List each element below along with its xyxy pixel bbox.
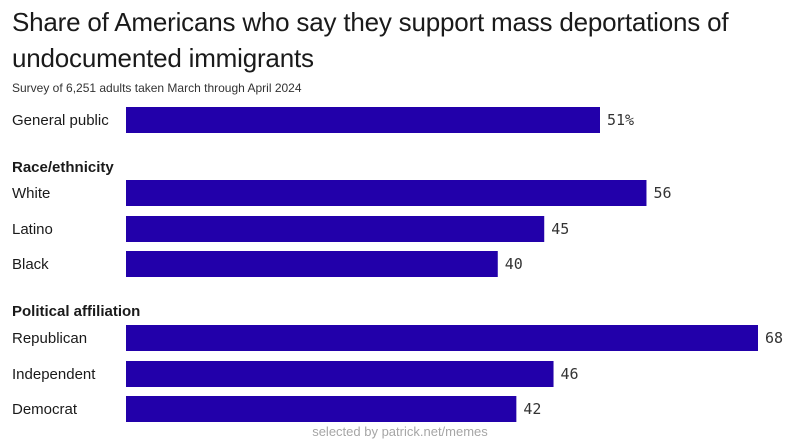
- chart-title: Share of Americans who say they support …: [12, 7, 729, 73]
- bar-white: [126, 180, 647, 206]
- category-label-republican: Republican: [12, 330, 87, 347]
- category-label-latino: Latino: [12, 221, 53, 238]
- category-label-general-public: General public: [12, 112, 109, 129]
- bar-independent: [126, 361, 554, 387]
- bar-democrat: [126, 396, 517, 422]
- bar-republican: [126, 325, 758, 351]
- watermark-footer: selected by patrick.net/memes: [312, 424, 488, 439]
- category-label-democrat: Democrat: [12, 401, 78, 418]
- value-label-black: 40: [505, 255, 523, 273]
- bar-general-public: [126, 107, 600, 133]
- value-label-democrat: 42: [523, 400, 541, 418]
- value-label-latino: 45: [551, 220, 569, 238]
- bar-black: [126, 251, 498, 277]
- group-label-race-ethnicity: Race/ethnicity: [12, 159, 114, 176]
- value-label-republican: 68: [765, 329, 783, 347]
- value-label-independent: 46: [561, 365, 579, 383]
- chart-subtitle: Survey of 6,251 adults taken March throu…: [12, 81, 302, 95]
- bar-latino: [126, 216, 545, 242]
- value-label-white: 56: [653, 184, 671, 202]
- group-label-political-affiliation: Political affiliation: [12, 303, 140, 320]
- category-label-independent: Independent: [12, 366, 96, 383]
- category-label-black: Black: [12, 256, 49, 273]
- category-label-white: White: [12, 185, 50, 202]
- value-label-general-public: 51%: [607, 111, 634, 129]
